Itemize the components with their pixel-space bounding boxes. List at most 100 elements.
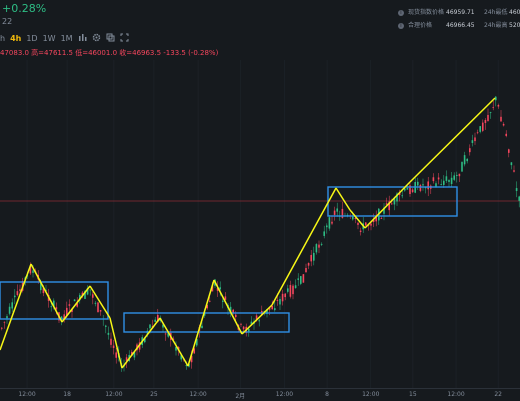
candle-body [440, 184, 442, 185]
candle-body [92, 294, 94, 298]
candle-body [112, 345, 115, 349]
candle-body [427, 181, 429, 190]
consolidation-box [327, 186, 458, 217]
candle-body [11, 302, 13, 309]
candle-body [144, 338, 146, 343]
candle-body [6, 316, 8, 319]
candle-body [515, 188, 518, 191]
candle-body [266, 309, 268, 314]
candle-body [40, 282, 42, 291]
candle-body [164, 333, 167, 335]
candle-body [500, 116, 502, 122]
candle-body [222, 300, 224, 302]
fair-price-label: 合理价格 [408, 21, 433, 29]
candle-body [482, 122, 484, 131]
time-axis-tick: 12:00 [105, 391, 123, 398]
candle-body [518, 196, 520, 201]
trend-annotation-line [0, 263, 32, 351]
candle-body [461, 162, 463, 172]
candle-body [284, 293, 286, 298]
candle-body [185, 365, 188, 367]
candle-body [224, 296, 227, 300]
time-axis-tick: 15 [409, 391, 417, 398]
timeframe-1d[interactable]: 1D [26, 34, 38, 43]
settings-icon[interactable] [92, 33, 101, 44]
time-axis-tick: 22 [494, 391, 502, 398]
trend-annotation-line [159, 317, 189, 367]
info-icon: i [398, 22, 404, 29]
layers-icon[interactable] [106, 33, 115, 44]
candle-body [323, 231, 325, 236]
candle-body [326, 225, 328, 228]
time-axis-tick: 12:00 [18, 391, 36, 398]
time-axis-tick: 18 [63, 391, 71, 398]
timeframe-h[interactable]: h [0, 34, 6, 43]
candle-body [79, 294, 81, 301]
candle-body [372, 219, 375, 223]
timeframe-1w[interactable]: 1W [42, 34, 56, 43]
candle-body [196, 338, 198, 346]
candle-body [294, 285, 297, 289]
candle-body [401, 195, 403, 197]
candle-body [336, 208, 338, 212]
candle-body [287, 288, 289, 292]
candle-body [216, 287, 219, 291]
candle-body [484, 119, 487, 123]
candle-body [453, 175, 455, 180]
candle-body [268, 308, 271, 310]
candle-body [396, 193, 398, 202]
candle-body [8, 306, 11, 314]
candle-body [235, 314, 237, 318]
candle-body [125, 357, 128, 362]
candle-body [55, 307, 58, 310]
fullscreen-icon[interactable] [120, 33, 129, 44]
timeframe-1m[interactable]: 1M [60, 34, 73, 43]
time-axis-tick: 12:00 [189, 391, 207, 398]
candle-body [32, 270, 34, 273]
candle-body [404, 188, 406, 191]
high-24h-label: 24h最高 [484, 21, 508, 29]
time-axis: 12:00 18 12:00 25 12:00 2月 12:00 8 12:00 15 12:00 2… [0, 388, 520, 401]
timeframe-4h[interactable]: 4h [10, 34, 22, 43]
price-change-percent: +0.28% [2, 2, 47, 15]
trend-annotation-line [109, 317, 123, 369]
candle-body [162, 324, 164, 328]
trend-annotation-line [364, 181, 411, 229]
candle-body [154, 319, 156, 322]
candle-body [289, 285, 292, 297]
trend-annotation-line [30, 263, 63, 323]
candle-body [443, 180, 445, 185]
candle-body [310, 254, 312, 262]
candle-body [271, 305, 273, 310]
candle-body [107, 332, 110, 335]
index-price-value: 46959.71 [446, 8, 475, 16]
trend-annotation-line [187, 279, 215, 367]
trend-annotation-line [271, 187, 337, 306]
candle-body [318, 244, 320, 248]
candle-body [380, 218, 383, 220]
candle-body [419, 185, 422, 191]
candle-body [359, 230, 362, 232]
candle-body [229, 306, 232, 313]
candle-body [76, 303, 78, 307]
trend-annotation-line [89, 285, 111, 319]
candle-body [508, 149, 510, 153]
time-axis-tick: 12:00 [447, 391, 465, 398]
chart-type-icon[interactable] [78, 33, 87, 44]
high-24h-value: 52021 [509, 21, 520, 29]
candle-body [409, 185, 411, 195]
candle-body [448, 179, 450, 182]
candle-body [172, 338, 175, 340]
candle-body [274, 308, 276, 311]
candle-body [16, 291, 19, 296]
candle-body [14, 295, 16, 298]
candle-body [29, 265, 32, 274]
candle-body [175, 346, 177, 351]
candlestick-chart[interactable] [0, 0, 520, 388]
candle-body [248, 328, 250, 332]
candle-body [492, 107, 494, 109]
candle-body [437, 177, 440, 180]
price-info-panel: i 现货指数价格 46959.71 24h最低 46001 i 合理价格 469… [398, 6, 520, 32]
candle-body [60, 316, 63, 319]
candle-body [502, 123, 505, 126]
